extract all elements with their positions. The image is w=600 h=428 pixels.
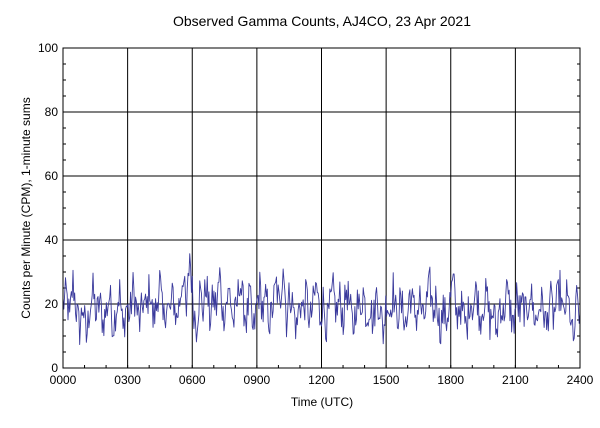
- x-tick-label: 2400: [567, 373, 594, 387]
- y-tick-label: 20: [45, 297, 59, 311]
- y-tick-labels: 0 20 40 60 80 100: [38, 41, 58, 375]
- x-tick-label: 1200: [308, 373, 335, 387]
- x-tick-label: 1500: [373, 373, 400, 387]
- x-tick-label: 0600: [179, 373, 206, 387]
- y-axis-label: Counts per Minute (CPM), 1-minute sums: [19, 97, 33, 318]
- chart-title: Observed Gamma Counts, AJ4CO, 23 Apr 202…: [173, 13, 471, 29]
- x-tick-label: 2100: [502, 373, 529, 387]
- plot-frame: [62, 47, 581, 369]
- x-tick-label: 0900: [244, 373, 271, 387]
- x-tick-labels: 0000 0300 0600 0900 1200 1500 1800 2100 2400: [50, 373, 594, 387]
- y-tick-label: 80: [45, 105, 59, 119]
- y-tick-label: 0: [51, 361, 58, 375]
- x-tick-label: 0000: [50, 373, 77, 387]
- x-axis-label: Time (UTC): [291, 395, 353, 409]
- y-tick-label: 40: [45, 233, 59, 247]
- x-tick-label: 1800: [437, 373, 464, 387]
- x-tick-label: 0300: [114, 373, 141, 387]
- y-tick-label: 100: [38, 41, 58, 55]
- series-group: [62, 253, 581, 345]
- cpm-series-line: [62, 253, 581, 345]
- y-tick-label: 60: [45, 169, 59, 183]
